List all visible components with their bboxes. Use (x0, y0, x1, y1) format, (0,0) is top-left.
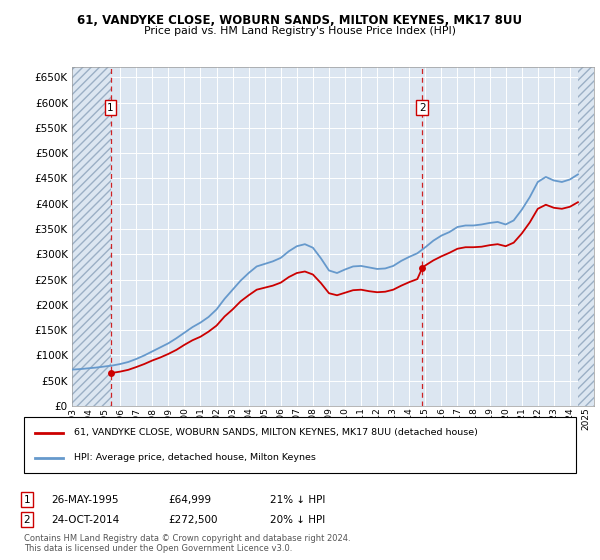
Text: 24-OCT-2014: 24-OCT-2014 (51, 515, 119, 525)
Text: 61, VANDYKE CLOSE, WOBURN SANDS, MILTON KEYNES, MK17 8UU (detached house): 61, VANDYKE CLOSE, WOBURN SANDS, MILTON … (74, 428, 478, 437)
FancyBboxPatch shape (24, 417, 576, 473)
Text: 1: 1 (107, 102, 114, 113)
Text: 26-MAY-1995: 26-MAY-1995 (51, 494, 119, 505)
Text: 2: 2 (23, 515, 31, 525)
Text: 1: 1 (23, 494, 31, 505)
Text: £272,500: £272,500 (168, 515, 217, 525)
Bar (72, 67, 110, 406)
Text: £64,999: £64,999 (168, 494, 211, 505)
Text: Price paid vs. HM Land Registry's House Price Index (HPI): Price paid vs. HM Land Registry's House … (144, 26, 456, 36)
Text: Contains HM Land Registry data © Crown copyright and database right 2024.
This d: Contains HM Land Registry data © Crown c… (24, 534, 350, 553)
Text: 61, VANDYKE CLOSE, WOBURN SANDS, MILTON KEYNES, MK17 8UU: 61, VANDYKE CLOSE, WOBURN SANDS, MILTON … (77, 14, 523, 27)
Text: 2: 2 (419, 102, 425, 113)
Text: 21% ↓ HPI: 21% ↓ HPI (270, 494, 325, 505)
Text: HPI: Average price, detached house, Milton Keynes: HPI: Average price, detached house, Milt… (74, 453, 316, 462)
Text: 20% ↓ HPI: 20% ↓ HPI (270, 515, 325, 525)
Bar (578, 67, 594, 406)
